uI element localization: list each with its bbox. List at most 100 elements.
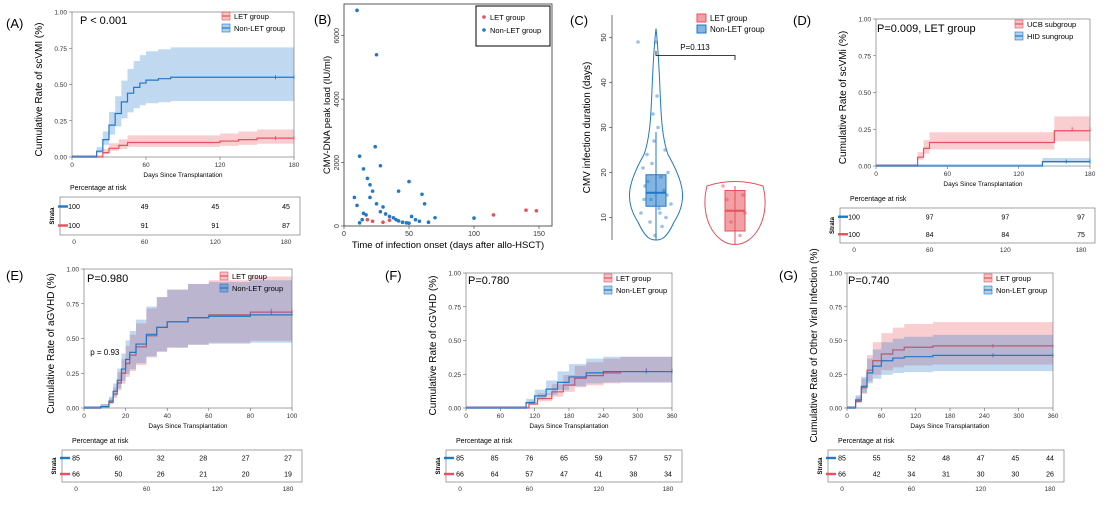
point-non-let bbox=[383, 212, 388, 216]
point-non-let bbox=[373, 144, 378, 149]
legend-swatch bbox=[696, 13, 707, 23]
risk-value: 42 bbox=[873, 472, 881, 479]
risk-value: 97 bbox=[926, 214, 934, 221]
y-tick-label: 0.75 bbox=[829, 304, 842, 311]
legend-swatch bbox=[482, 15, 486, 19]
legend-entry: Non-LET group bbox=[996, 286, 1047, 295]
point-non-let bbox=[355, 8, 359, 13]
risk-value: 45 bbox=[282, 204, 290, 211]
risk-value: 47 bbox=[560, 472, 568, 479]
risk-value: 30 bbox=[977, 472, 985, 479]
y-tick-label: 6000 bbox=[334, 28, 341, 44]
point-let bbox=[387, 218, 392, 223]
risk-table-title: Percentage at risk bbox=[70, 185, 127, 192]
point-non-let bbox=[370, 189, 375, 193]
point-non-let bbox=[374, 52, 379, 57]
series-line bbox=[847, 354, 1053, 409]
jitter-point bbox=[662, 188, 666, 193]
legend-swatch bbox=[696, 24, 707, 34]
jitter-point bbox=[643, 184, 647, 188]
risk-value: 84 bbox=[926, 232, 934, 239]
point-non-let bbox=[374, 202, 379, 206]
risk-value: 45 bbox=[211, 204, 219, 211]
x-axis-label: Days Since Transplantation bbox=[148, 423, 228, 430]
risk-x-tick-label: 0 bbox=[852, 247, 856, 254]
jitter-point bbox=[741, 193, 745, 197]
y-tick-label: 0.00 bbox=[448, 406, 461, 413]
risk-value: 34 bbox=[907, 472, 915, 479]
y-tick-label: 0.75 bbox=[858, 53, 871, 60]
y-tick-label: 0.25 bbox=[66, 371, 79, 378]
point-non-let bbox=[409, 214, 414, 219]
annotation: p = 0.93 bbox=[90, 348, 120, 357]
risk-value: 91 bbox=[141, 223, 149, 230]
jitter-point bbox=[656, 125, 660, 130]
risk-value: 65 bbox=[560, 456, 568, 463]
y-tick-label: 2000 bbox=[334, 155, 341, 171]
risk-value: 41 bbox=[595, 472, 603, 479]
risk-value: 97 bbox=[1077, 214, 1085, 221]
x-tick-label: 20 bbox=[122, 413, 130, 420]
risk-value: 38 bbox=[629, 472, 637, 479]
risk-value: 100 bbox=[68, 223, 80, 230]
risk-value: 91 bbox=[211, 223, 219, 230]
y-tick-label: 0.25 bbox=[448, 372, 461, 379]
series-line bbox=[84, 313, 293, 409]
x-tick-label: 120 bbox=[1013, 171, 1024, 178]
legend-entry: Non-LET group bbox=[616, 286, 667, 295]
y-tick-label: 0.25 bbox=[858, 127, 871, 134]
x-tick-label: 180 bbox=[564, 413, 575, 420]
x-axis-label: Time of infection onset (days after allo… bbox=[352, 240, 544, 251]
strata-label: Strata bbox=[52, 457, 58, 475]
risk-value: 100 bbox=[848, 232, 860, 239]
x-axis-label: Days Since Transplantation bbox=[943, 181, 1023, 188]
legend-entry: LET group bbox=[490, 13, 525, 22]
risk-table-box bbox=[839, 207, 1096, 244]
panel-label: (B) bbox=[314, 12, 331, 27]
risk-value: 32 bbox=[157, 456, 165, 463]
legend-entry: Non-LET group bbox=[490, 26, 541, 35]
y-tick-label: 0.50 bbox=[448, 338, 461, 345]
x-tick-label: 80 bbox=[247, 413, 255, 420]
jitter-point bbox=[648, 220, 652, 224]
y-tick-label: 0.50 bbox=[66, 336, 79, 343]
point-non-let bbox=[355, 203, 359, 208]
point-non-let bbox=[400, 220, 405, 224]
risk-value: 26 bbox=[1046, 472, 1054, 479]
y-axis-label: CMV infection duration (days) bbox=[582, 62, 593, 194]
y-axis-label: CMV-DNA peak load (IU/ml) bbox=[322, 56, 333, 174]
y-tick-label: 1.00 bbox=[54, 10, 67, 17]
strata-label: Strata bbox=[50, 207, 56, 225]
y-tick-label: 10 bbox=[599, 213, 608, 221]
y-tick-label: 0.00 bbox=[858, 164, 871, 171]
risk-x-tick-label: 60 bbox=[143, 486, 151, 493]
panel-D: (D) 0.00 0.25 0.50 0.75 1.00 0 60 120 180 Days Sin… bbox=[793, 13, 1096, 254]
risk-x-tick-label: 0 bbox=[74, 486, 78, 493]
jitter-point bbox=[660, 224, 664, 229]
x-tick-label: 50 bbox=[405, 231, 413, 238]
x-tick-label: 300 bbox=[1013, 413, 1024, 420]
confidence-band bbox=[876, 158, 1090, 166]
risk-value: 27 bbox=[284, 456, 292, 463]
risk-value: 57 bbox=[664, 456, 672, 463]
panel-label: (F) bbox=[385, 268, 402, 283]
panel-label: (G) bbox=[779, 268, 798, 283]
risk-x-tick-label: 0 bbox=[72, 239, 76, 246]
risk-value: 19 bbox=[284, 472, 292, 479]
confidence-band bbox=[847, 334, 1053, 408]
point-non-let bbox=[407, 179, 411, 184]
plot-area bbox=[846, 272, 1054, 409]
x-tick-label: 120 bbox=[215, 162, 226, 169]
risk-value: 76 bbox=[525, 456, 533, 463]
legend-entry: LET group bbox=[616, 274, 651, 283]
x-tick-label: 60 bbox=[944, 171, 952, 178]
series-line bbox=[466, 370, 672, 409]
point-let bbox=[365, 217, 370, 222]
point-non-let bbox=[368, 182, 372, 187]
point-non-let bbox=[391, 215, 396, 220]
point-non-let bbox=[357, 154, 362, 159]
risk-value: 30 bbox=[1011, 472, 1019, 479]
risk-value: 34 bbox=[664, 472, 672, 479]
panel-B: (B) 0 50 100 150 0 2000 4000 6000 Time of infecti… bbox=[314, 3, 553, 251]
series-line bbox=[72, 76, 294, 158]
